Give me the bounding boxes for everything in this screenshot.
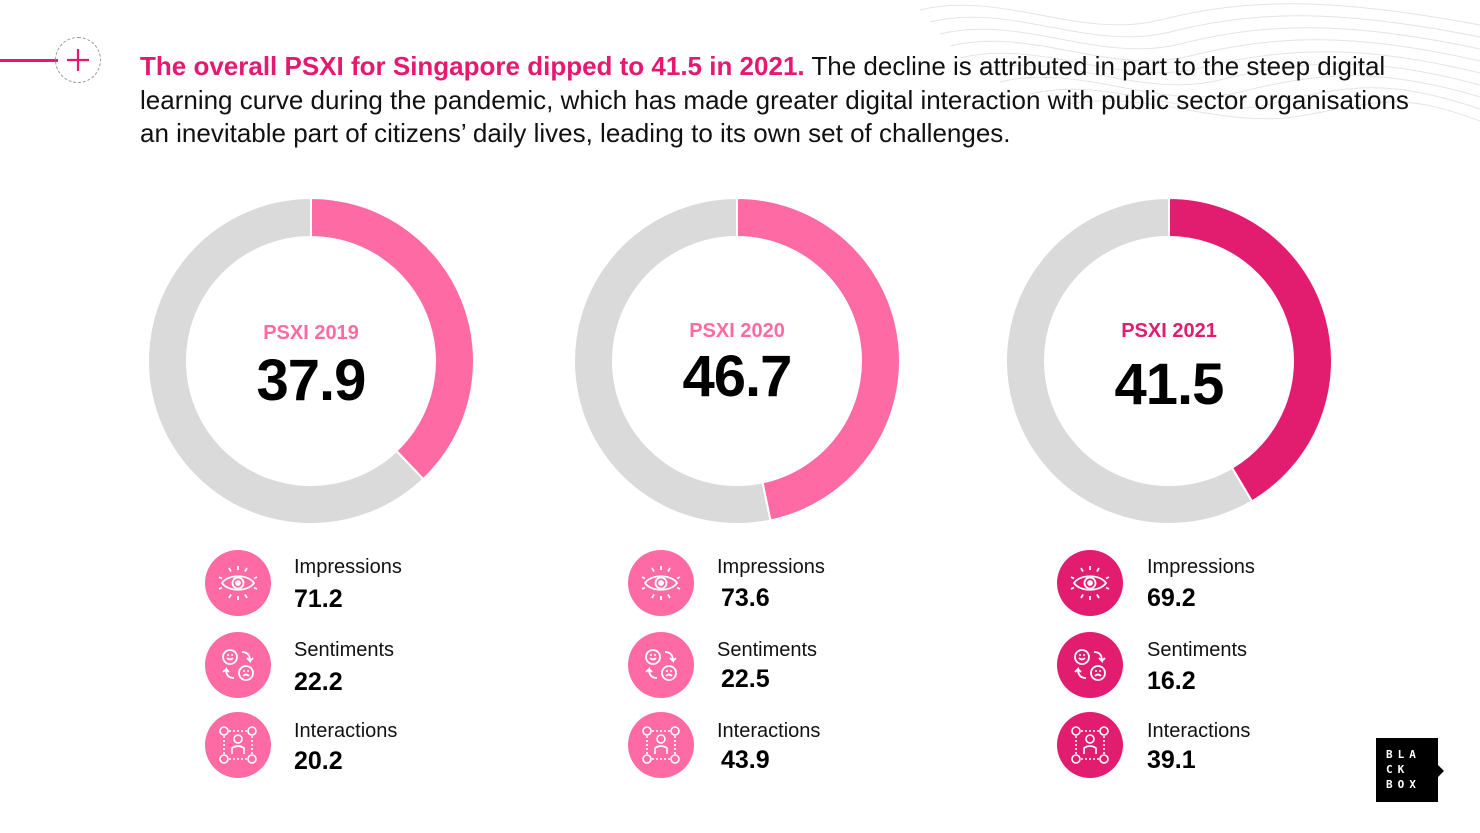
interactions-value: 20.2 <box>294 747 343 775</box>
donut-value-segment <box>1168 196 1333 503</box>
donut-chart-2019 <box>147 196 475 525</box>
sentiments-value: 22.5 <box>721 665 770 693</box>
logo-line: BOX <box>1386 778 1421 791</box>
donut-value: 41.5 <box>1114 352 1225 417</box>
logo-line: BLA <box>1386 748 1421 761</box>
sentiments-value: 16.2 <box>1147 667 1196 695</box>
donut-title: PSXI 2020 <box>689 320 785 342</box>
donut-track <box>147 196 425 525</box>
blackbox-logo: BLA CK BOX <box>1376 738 1438 802</box>
donut-value: 37.9 <box>256 348 367 413</box>
sentiments-value: 22.2 <box>294 668 343 696</box>
sentiments-label: Sentiments <box>1147 639 1248 661</box>
eye-icon <box>1057 550 1123 616</box>
donut-track <box>1005 196 1254 525</box>
wave-pattern-decoration <box>920 3 1480 122</box>
interactions-value: 43.9 <box>721 746 770 774</box>
donut-value-segment <box>310 196 475 481</box>
interaction-icon <box>1057 712 1123 778</box>
sentiments-label: Sentiments <box>294 639 395 661</box>
interaction-icon <box>628 712 694 778</box>
interactions-label: Interactions <box>717 720 821 742</box>
logo-notch <box>1436 763 1444 779</box>
plus-icon <box>67 49 89 71</box>
donut-value-segment <box>736 196 901 522</box>
impressions-value: 69.2 <box>1147 584 1196 612</box>
donut-chart-2021 <box>1005 196 1333 525</box>
impressions-label: Impressions <box>717 556 825 578</box>
headline: The overall PSXI for Singapore dipped to… <box>140 50 1410 151</box>
dashed-circle-decoration <box>55 37 101 83</box>
donut-track <box>573 196 772 525</box>
interactions-value: 39.1 <box>1147 746 1196 774</box>
donut-value: 46.7 <box>682 344 793 409</box>
sentiment-icon <box>628 632 694 698</box>
sentiment-icon <box>1057 632 1123 698</box>
interaction-icon <box>205 712 271 778</box>
impressions-label: Impressions <box>1147 556 1255 578</box>
interactions-label: Interactions <box>294 720 398 742</box>
eye-icon <box>628 550 694 616</box>
headline-highlight: The overall PSXI for Singapore dipped to… <box>140 51 805 81</box>
donut-title: PSXI 2019 <box>263 322 359 344</box>
logo-line: CK <box>1386 763 1410 776</box>
interactions-label: Interactions <box>1147 720 1251 742</box>
eye-icon <box>205 550 271 616</box>
donut-chart-2020 <box>573 196 901 525</box>
accent-line <box>0 59 58 62</box>
impressions-label: Impressions <box>294 556 402 578</box>
sentiments-label: Sentiments <box>717 639 818 661</box>
impressions-value: 73.6 <box>721 584 770 612</box>
headline-body: The decline is attributed in part to the… <box>140 51 1409 148</box>
impressions-value: 71.2 <box>294 585 343 613</box>
donut-title: PSXI 2021 <box>1121 320 1217 342</box>
sentiment-icon <box>205 632 271 698</box>
